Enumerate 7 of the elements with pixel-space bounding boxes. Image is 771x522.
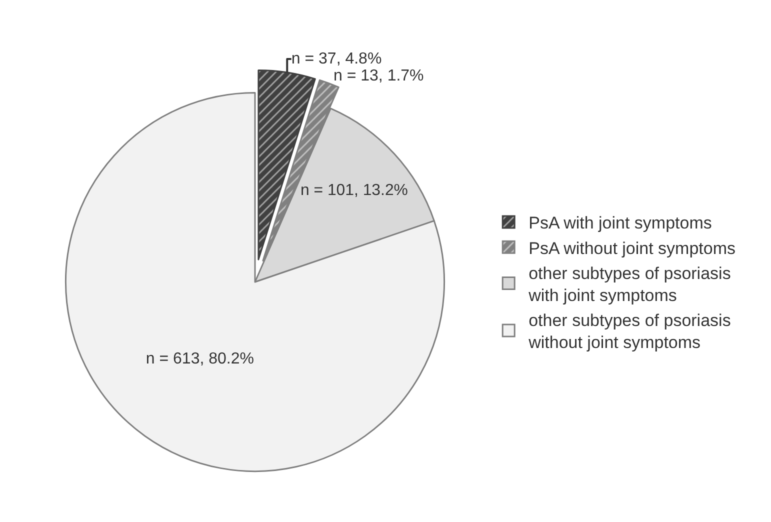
- data-label: n = 613, 80.2%: [146, 350, 254, 368]
- legend-label: PsA with joint symptoms: [528, 214, 712, 233]
- data-label: n = 101, 13.2%: [300, 182, 408, 200]
- legend-label: other subtypes of psoriasis without joint symptoms: [528, 311, 731, 352]
- legend-label: PsA without joint symptoms: [528, 238, 736, 258]
- data-label: n = 13, 1.7%: [333, 67, 424, 84]
- data-label: n = 37, 4.8%: [291, 50, 382, 68]
